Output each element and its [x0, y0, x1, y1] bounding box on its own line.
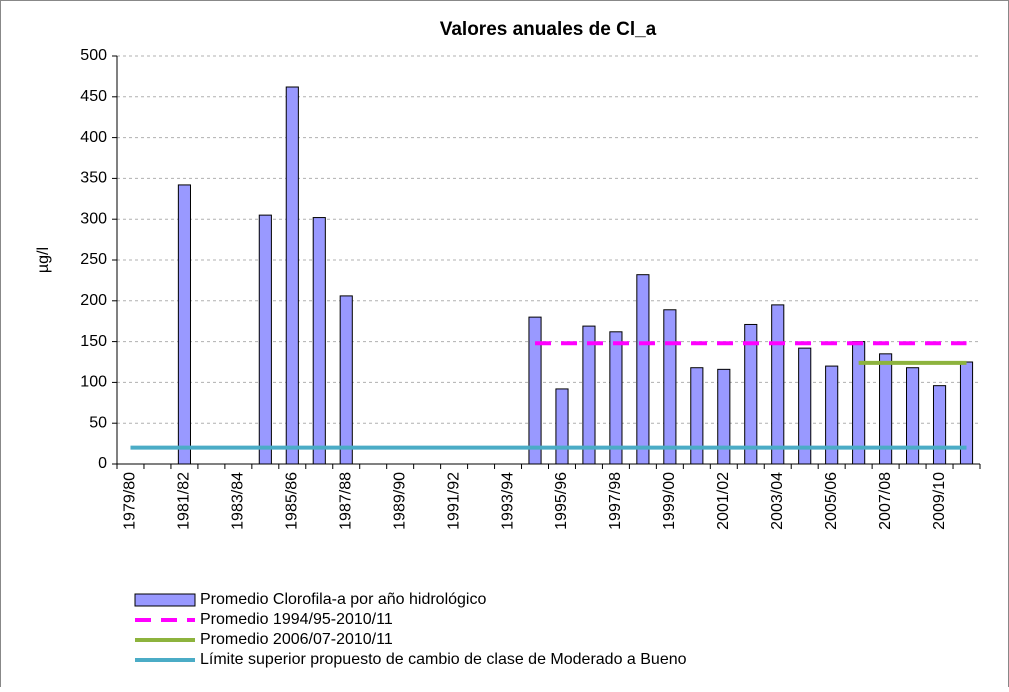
y-tick-label: 150	[80, 333, 107, 350]
y-axis-label: µg/l	[35, 247, 52, 273]
bar	[339, 295, 353, 465]
y-tick-label: 50	[89, 414, 107, 431]
legend-label: Promedio 1994/95-2010/11	[200, 611, 393, 628]
bar	[285, 86, 299, 465]
bar	[798, 347, 812, 465]
bar	[636, 274, 650, 465]
x-tick-label: 1981/82	[176, 472, 193, 530]
bar	[555, 388, 569, 465]
y-tick-label: 400	[80, 129, 107, 146]
bar	[879, 353, 893, 465]
bar	[690, 367, 704, 465]
x-tick-label: 2001/02	[715, 472, 732, 530]
x-tick-label: 1995/96	[553, 472, 570, 530]
legend-label: Promedio Clorofila-a por año hidrológico	[200, 591, 486, 608]
bar	[312, 217, 326, 465]
bar	[906, 367, 920, 465]
x-tick-label: 1983/84	[230, 472, 247, 530]
bar	[932, 385, 947, 465]
bar	[582, 325, 596, 465]
x-tick-label: 2005/06	[823, 472, 840, 530]
legend-swatch	[134, 593, 196, 607]
bar	[717, 368, 731, 465]
bar	[663, 309, 677, 465]
x-tick-label: 1979/80	[122, 472, 139, 530]
bar	[771, 304, 785, 465]
bar	[744, 323, 758, 465]
x-tick-label: 2007/08	[877, 472, 894, 530]
chart-title: Valores anuales de Cl_a	[440, 19, 657, 40]
y-tick-label: 350	[80, 170, 107, 187]
bar	[609, 331, 623, 465]
bar	[825, 365, 839, 465]
x-tick-label: 2009/10	[931, 472, 948, 530]
y-tick-label: 250	[80, 251, 107, 268]
x-tick-label: 1985/86	[284, 472, 301, 530]
y-tick-label: 500	[80, 47, 107, 64]
bar	[528, 316, 542, 465]
x-tick-label: 2003/04	[769, 472, 786, 530]
x-tick-label: 1991/92	[445, 472, 462, 530]
y-tick-label: 450	[80, 88, 107, 105]
bar	[852, 341, 866, 465]
x-tick-label: 1997/98	[607, 472, 624, 530]
y-tick-label: 300	[80, 210, 107, 227]
legend-label: Límite superior propuesto de cambio de c…	[200, 651, 687, 668]
y-tick-label: 100	[80, 374, 107, 391]
x-tick-label: 1987/88	[337, 472, 354, 530]
legend-label: Promedio 2006/07-2010/11	[200, 631, 393, 648]
bar	[177, 184, 191, 465]
x-tick-label: 1993/94	[499, 472, 516, 530]
x-tick-label: 1999/00	[661, 472, 678, 530]
x-tick-label: 1989/90	[391, 472, 408, 530]
y-tick-label: 200	[80, 292, 107, 309]
y-tick-label: 0	[98, 455, 107, 472]
bar	[258, 214, 272, 465]
